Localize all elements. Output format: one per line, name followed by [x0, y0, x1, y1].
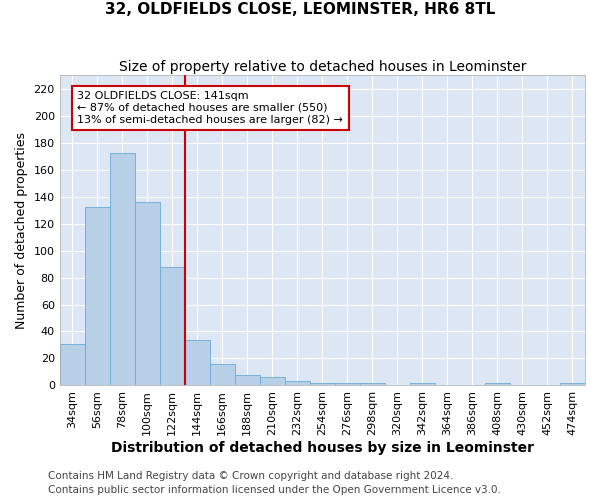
Bar	[360, 383, 385, 386]
Bar	[85, 208, 110, 386]
Text: 32 OLDFIELDS CLOSE: 141sqm
← 87% of detached houses are smaller (550)
13% of sem: 32 OLDFIELDS CLOSE: 141sqm ← 87% of deta…	[77, 92, 343, 124]
Bar	[135, 202, 160, 386]
Bar	[110, 154, 135, 386]
Bar	[310, 383, 335, 386]
Bar	[335, 383, 360, 386]
Bar	[410, 383, 435, 386]
Bar	[59, 344, 85, 386]
Bar	[160, 266, 185, 386]
Bar	[560, 383, 585, 386]
Text: 32, OLDFIELDS CLOSE, LEOMINSTER, HR6 8TL: 32, OLDFIELDS CLOSE, LEOMINSTER, HR6 8TL	[105, 2, 495, 18]
Bar	[210, 364, 235, 386]
Bar	[235, 374, 260, 386]
Bar	[285, 382, 310, 386]
Bar	[485, 383, 510, 386]
Title: Size of property relative to detached houses in Leominster: Size of property relative to detached ho…	[119, 60, 526, 74]
Y-axis label: Number of detached properties: Number of detached properties	[15, 132, 28, 329]
Bar	[260, 378, 285, 386]
Text: Contains HM Land Registry data © Crown copyright and database right 2024.
Contai: Contains HM Land Registry data © Crown c…	[48, 471, 501, 495]
X-axis label: Distribution of detached houses by size in Leominster: Distribution of detached houses by size …	[111, 441, 534, 455]
Bar	[185, 340, 210, 386]
